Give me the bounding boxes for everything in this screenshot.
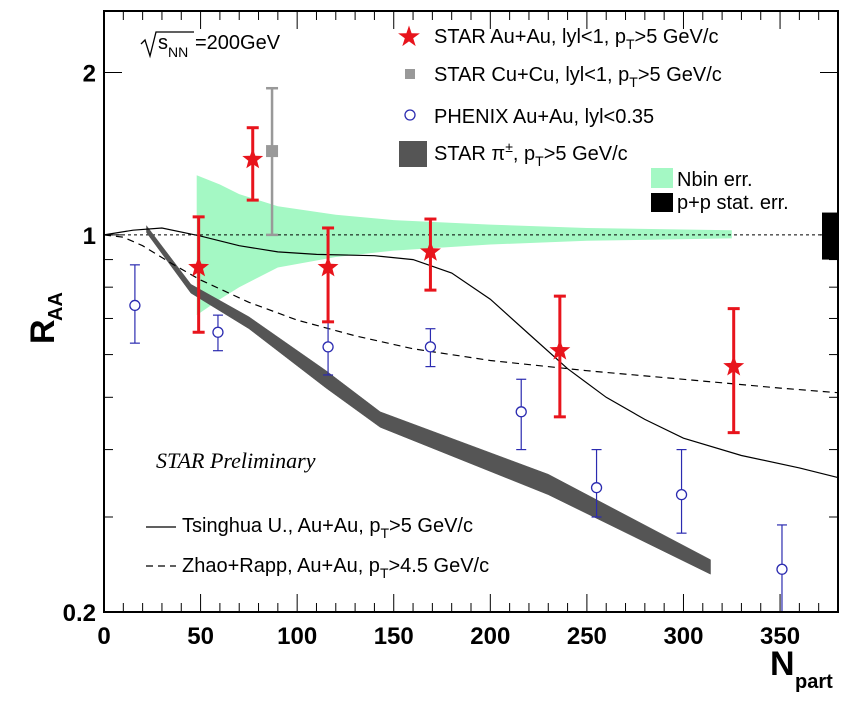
phenix-point-1 xyxy=(212,326,224,338)
axes: 0 50 100 150 200 250 300 350 0.2 1 2 xyxy=(63,10,839,650)
x-tick-label-250: 250 xyxy=(567,623,607,650)
star-auau-point-2 xyxy=(317,256,339,277)
legend-phenix-label: PHENIX Au+Au, lyl<0.35 xyxy=(434,106,654,128)
y-tick-label-0.2: 0.2 xyxy=(63,600,96,627)
legend-star-pi-sup: ± xyxy=(505,139,513,155)
black-box-icon xyxy=(651,193,673,212)
legend-phenix: PHENIX Au+Au, lyl<0.35 xyxy=(404,106,654,128)
svg-text:STAR π±, pT>5 GeV/c: STAR π±, pT>5 GeV/c xyxy=(434,139,628,169)
x-tick-label-200: 200 xyxy=(470,623,510,650)
star-auau-point-1 xyxy=(242,148,264,169)
energy-label: s NN =200GeV xyxy=(140,31,281,60)
legend-star-pi-sub: T xyxy=(535,153,544,169)
star-auau-point-3 xyxy=(420,240,441,261)
legend-zhao-sub: T xyxy=(380,565,389,581)
phenix-point-6 xyxy=(675,489,688,501)
y-axis-title: R AA xyxy=(24,292,67,344)
energy-symbol: s xyxy=(158,32,168,54)
legend-star-cucu-main: STAR Cu+Cu, lyl<1, p xyxy=(434,64,629,86)
blue-circle-icon xyxy=(404,109,416,121)
legend-nbin-label: Nbin err. xyxy=(677,169,753,191)
y-tick-label-1: 1 xyxy=(83,223,96,250)
x-axis-title-main: N xyxy=(770,645,795,683)
phenix-point-5 xyxy=(590,482,603,494)
legend-star-auau: STAR Au+Au, lyl<1, pT>5 GeV/c xyxy=(398,25,718,52)
svg-text:STAR Au+Au, lyl<1, pT>5 GeV/c: STAR Au+Au, lyl<1, pT>5 GeV/c xyxy=(434,26,718,52)
legend-tsinghua-rest: >5 GeV/c xyxy=(389,515,473,537)
legend-zhao: Zhao+Rapp, Au+Au, pT>4.5 GeV/c xyxy=(146,555,489,581)
legend-zhao-rest: >4.5 GeV/c xyxy=(389,555,490,577)
legend-pp-label: p+p stat. err. xyxy=(677,192,789,214)
green-band-icon xyxy=(651,168,673,188)
svg-text:STAR Cu+Cu, lyl<1, pT>5 GeV/c: STAR Cu+Cu, lyl<1, pT>5 GeV/c xyxy=(434,64,722,90)
zhao-rapp-curve xyxy=(103,234,839,394)
energy-value: =200GeV xyxy=(195,32,281,54)
x-tick-label-0: 0 xyxy=(97,623,110,650)
star-auau-point-4 xyxy=(549,339,571,360)
legend-pp: p+p stat. err. xyxy=(651,192,789,214)
x-tick-label-100: 100 xyxy=(277,623,317,650)
svg-text:Tsinghua U., Au+Au, pT>5 GeV/c: Tsinghua U., Au+Au, pT>5 GeV/c xyxy=(182,515,473,541)
plot-area xyxy=(103,86,839,613)
phenix-point-2 xyxy=(322,341,334,353)
star-pion-band xyxy=(146,224,711,575)
x-tick-label-50: 50 xyxy=(187,623,214,650)
legend-tsinghua-sub: T xyxy=(380,525,389,541)
x-tick-label-300: 300 xyxy=(663,623,703,650)
phenix-point-7 xyxy=(776,563,788,575)
svg-text:Zhao+Rapp, Au+Au, pT>4.5 GeV/c: Zhao+Rapp, Au+Au, pT>4.5 GeV/c xyxy=(182,555,489,581)
phenix-point-0 xyxy=(129,299,141,312)
legend-star-pi-rest: >5 GeV/c xyxy=(544,143,628,165)
legend-star-cucu: STAR Cu+Cu, lyl<1, pT>5 GeV/c xyxy=(405,64,722,90)
phenix-point-3 xyxy=(424,341,437,353)
red-star-icon xyxy=(398,25,420,47)
y-tick-label-2: 2 xyxy=(83,60,96,87)
phenix-point-4 xyxy=(515,406,527,418)
preliminary-label: STAR Preliminary xyxy=(156,448,316,473)
legend-star-auau-rest: >5 GeV/c xyxy=(635,26,719,48)
x-axis-title: N part xyxy=(770,645,833,693)
legend-star-auau-main: STAR Au+Au, lyl<1, p xyxy=(434,26,626,48)
tsinghua-curve xyxy=(103,227,839,479)
legend-tsinghua: Tsinghua U., Au+Au, pT>5 GeV/c xyxy=(146,515,473,541)
grey-band-icon xyxy=(399,141,427,167)
legend-star-cucu-sub: T xyxy=(629,74,638,90)
legend-star-cucu-rest: >5 GeV/c xyxy=(638,64,722,86)
y-axis-title-main: R xyxy=(24,319,62,344)
legend: STAR Au+Au, lyl<1, pT>5 GeV/c STAR Cu+Cu… xyxy=(146,25,789,581)
star-cucu-point-0 xyxy=(266,145,279,158)
legend-star-auau-sub: T xyxy=(626,36,635,52)
legend-tsinghua-main: Tsinghua U., Au+Au, p xyxy=(182,515,380,537)
star-auau-point-5 xyxy=(723,355,745,376)
nbin-error-band xyxy=(196,175,732,316)
legend-star-pi-mid: , p xyxy=(513,143,535,165)
legend-zhao-main: Zhao+Rapp, Au+Au, p xyxy=(182,555,380,577)
legend-star-pi-main: STAR π xyxy=(434,143,505,165)
legend-nbin: Nbin err. xyxy=(651,168,753,191)
x-tick-label-150: 150 xyxy=(374,623,414,650)
energy-subscript: NN xyxy=(168,44,188,60)
grey-square-icon xyxy=(405,69,415,79)
legend-star-pi: STAR π±, pT>5 GeV/c xyxy=(399,139,628,169)
x-axis-title-sub: part xyxy=(795,671,833,693)
star-auau-point-0 xyxy=(188,256,210,277)
pp-stat-error-box xyxy=(822,212,838,260)
x-tick-label-350: 350 xyxy=(760,623,800,650)
y-axis-title-sub: AA xyxy=(45,292,67,321)
